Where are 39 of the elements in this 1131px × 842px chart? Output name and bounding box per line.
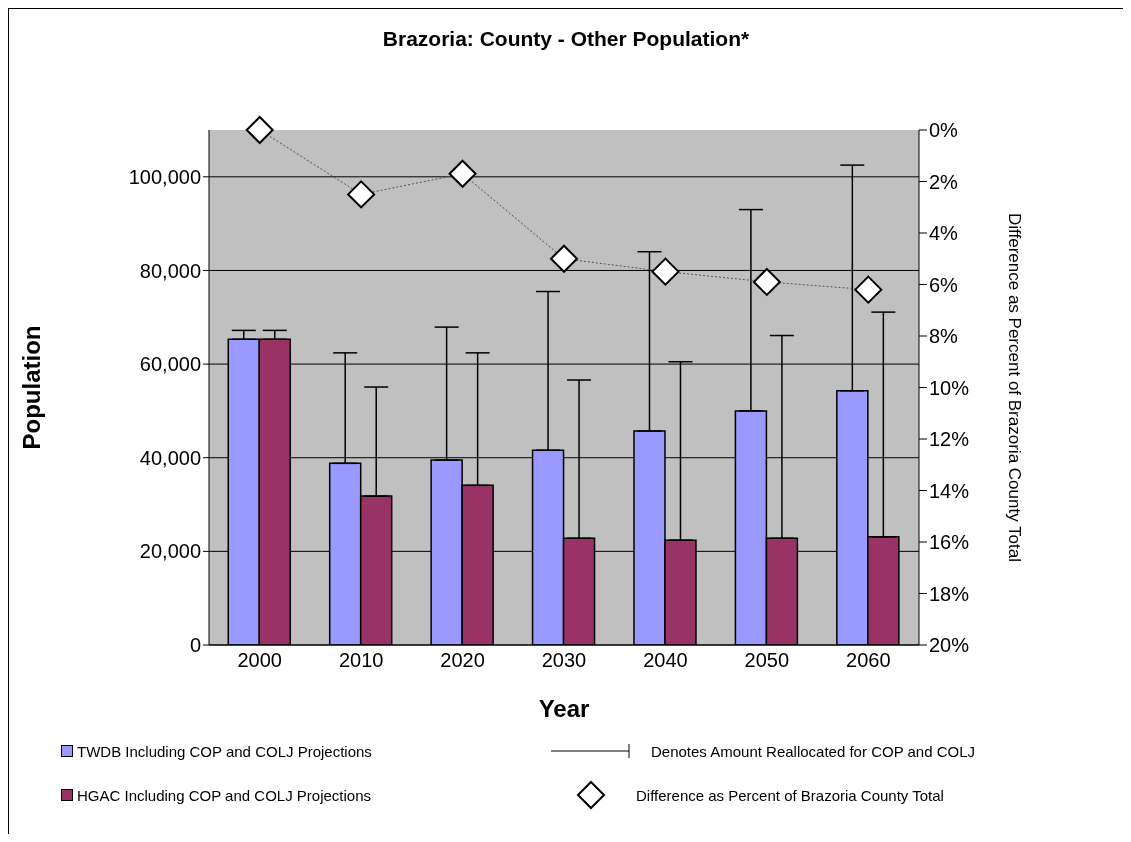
point xyxy=(854,275,883,304)
x-tick-label: 2000 xyxy=(237,649,282,672)
x-tick-label: 2050 xyxy=(744,649,790,672)
legend-label: Difference as Percent of Brazoria County Total xyxy=(636,786,944,804)
legend-label: TWDB Including COP and COLJ Projections xyxy=(77,742,372,760)
y2-tick-label: 10% xyxy=(929,376,970,399)
y2-tick-label: 2% xyxy=(929,170,959,193)
point xyxy=(448,159,477,188)
point xyxy=(651,257,680,286)
y-tick-label: 0 xyxy=(189,634,201,657)
x-tick-label: 2040 xyxy=(643,649,688,672)
point xyxy=(550,244,578,273)
y-tick-label: 80,000 xyxy=(139,259,201,282)
y2-tick-label: 16% xyxy=(929,531,970,554)
text: Denotes Amount Reallocated for COP and COLJ xyxy=(651,742,976,760)
y2-axis-title: Difference as Percent of Brazoria County Total xyxy=(1005,213,1024,562)
point xyxy=(347,180,376,209)
y-axis-title: Population xyxy=(17,325,45,450)
legend-label: HGAC Including COP and COLJ Projections xyxy=(77,786,372,804)
x-tick-label: 2020 xyxy=(440,649,485,672)
x-tick-label: 2010 xyxy=(338,649,384,672)
y-tick-label: 60,000 xyxy=(139,353,201,376)
y2-tick-label: 4% xyxy=(929,222,959,245)
y2-tick-label: 14% xyxy=(929,479,970,502)
y-tick-label: 20,000 xyxy=(139,540,201,563)
x-tick-label: 2030 xyxy=(541,649,587,672)
y2-tick-label: 20% xyxy=(929,634,970,657)
y-tick-label: 100,000 xyxy=(128,165,201,188)
x-axis-title: Year xyxy=(538,695,590,722)
x-tick-label: 2060 xyxy=(846,649,891,672)
point xyxy=(245,116,274,144)
y-tick-label: 40,000 xyxy=(139,446,201,469)
chart-title: Brazoria: County - Other Population* xyxy=(381,27,751,51)
y2-tick-label: 6% xyxy=(929,273,959,296)
y2-tick-label: 8% xyxy=(929,325,959,348)
point xyxy=(752,267,781,296)
y2-tick-label: 18% xyxy=(929,582,970,605)
y2-tick-label: 0% xyxy=(929,119,959,142)
y2-tick-label: 12% xyxy=(929,428,970,451)
